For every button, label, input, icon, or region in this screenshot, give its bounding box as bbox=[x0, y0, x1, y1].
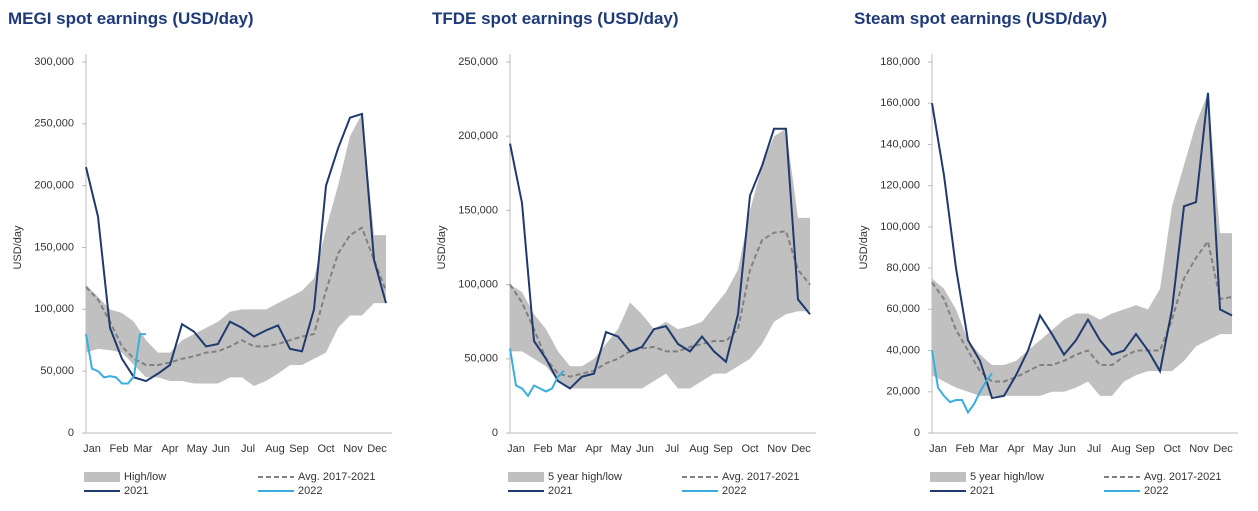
y-tick-label: 200,000 bbox=[458, 130, 498, 142]
legend-label: High/low bbox=[124, 471, 166, 483]
x-tick-label: May bbox=[1033, 443, 1054, 455]
y-tick-label: 140,000 bbox=[880, 138, 920, 150]
x-tick-label: May bbox=[611, 443, 632, 455]
legend-label: 2021 bbox=[124, 485, 148, 497]
legend-label: 2022 bbox=[1144, 485, 1168, 497]
y-tick-label: 0 bbox=[492, 427, 498, 439]
x-tick-label: Dec bbox=[367, 443, 387, 455]
y-tick-label: 50,000 bbox=[40, 365, 74, 377]
y-tick-label: 150,000 bbox=[458, 204, 498, 216]
x-tick-label: Jul bbox=[1087, 443, 1101, 455]
series-line bbox=[931, 92, 1233, 400]
x-tick-label: Sep bbox=[713, 443, 733, 455]
y-tick-label: 0 bbox=[68, 427, 74, 439]
series-line bbox=[931, 238, 1233, 383]
y-tick-label: 300,000 bbox=[34, 56, 74, 68]
legend-label: 5 year high/low bbox=[548, 471, 622, 483]
y-tick-label: 120,000 bbox=[880, 180, 920, 192]
x-tick-label: Jan bbox=[929, 443, 947, 455]
y-tick-label: 200,000 bbox=[34, 180, 74, 192]
x-tick-label: Jun bbox=[212, 443, 230, 455]
y-axis-label: USD/day bbox=[436, 225, 448, 270]
x-tick-label: May bbox=[187, 443, 208, 455]
y-tick-label: 80,000 bbox=[886, 262, 920, 274]
legend-label: 2021 bbox=[548, 485, 572, 497]
high-low-band bbox=[932, 92, 1232, 396]
series-line bbox=[509, 348, 565, 398]
x-tick-label: Jan bbox=[83, 443, 101, 455]
y-axis-label: USD/day bbox=[858, 225, 870, 270]
y-tick-label: 100,000 bbox=[458, 279, 498, 291]
legend-label: 5 year high/low bbox=[970, 471, 1044, 483]
x-tick-label: Dec bbox=[791, 443, 811, 455]
legend-swatch bbox=[930, 472, 966, 482]
series-line bbox=[509, 230, 811, 378]
series-line bbox=[85, 333, 146, 385]
y-tick-label: 100,000 bbox=[34, 303, 74, 315]
x-tick-label: Jul bbox=[665, 443, 679, 455]
chart-title: TFDE spot earnings (USD/day) bbox=[432, 9, 679, 28]
y-tick-label: 160,000 bbox=[880, 97, 920, 109]
x-tick-label: Nov bbox=[1189, 443, 1209, 455]
x-tick-label: Oct bbox=[317, 443, 334, 455]
x-tick-label: Feb bbox=[956, 443, 975, 455]
chart-title: Steam spot earnings (USD/day) bbox=[854, 9, 1107, 28]
x-tick-label: Apr bbox=[1007, 443, 1024, 455]
legend-label: Avg. 2017-2021 bbox=[298, 471, 375, 483]
x-tick-label: Feb bbox=[534, 443, 553, 455]
legend-label: Avg. 2017-2021 bbox=[722, 471, 799, 483]
legend-label: 2022 bbox=[722, 485, 746, 497]
x-tick-label: Aug bbox=[265, 443, 285, 455]
y-tick-label: 20,000 bbox=[886, 386, 920, 398]
legend-swatch bbox=[84, 472, 120, 482]
x-tick-label: Apr bbox=[585, 443, 602, 455]
y-tick-label: 40,000 bbox=[886, 344, 920, 356]
x-tick-label: Feb bbox=[110, 443, 129, 455]
y-tick-label: 150,000 bbox=[34, 241, 74, 253]
x-tick-label: Jun bbox=[636, 443, 654, 455]
y-tick-label: 250,000 bbox=[34, 118, 74, 130]
x-tick-label: Jan bbox=[507, 443, 525, 455]
legend-label: 2021 bbox=[970, 485, 994, 497]
chart-title: MEGI spot earnings (USD/day) bbox=[8, 9, 254, 28]
x-tick-label: Mar bbox=[558, 443, 577, 455]
y-tick-label: 0 bbox=[914, 427, 920, 439]
legend-swatch bbox=[508, 472, 544, 482]
x-tick-label: Aug bbox=[689, 443, 709, 455]
x-tick-label: Dec bbox=[1213, 443, 1233, 455]
x-tick-label: Nov bbox=[767, 443, 787, 455]
x-tick-label: Sep bbox=[1135, 443, 1155, 455]
x-tick-label: Apr bbox=[161, 443, 178, 455]
series-line bbox=[85, 112, 387, 383]
y-tick-label: 50,000 bbox=[464, 353, 498, 365]
x-tick-label: Sep bbox=[289, 443, 309, 455]
x-tick-label: Oct bbox=[741, 443, 758, 455]
x-tick-label: Nov bbox=[343, 443, 363, 455]
y-tick-label: 100,000 bbox=[880, 221, 920, 233]
series-line bbox=[931, 350, 993, 415]
y-tick-label: 250,000 bbox=[458, 56, 498, 68]
x-tick-label: Oct bbox=[1163, 443, 1180, 455]
x-tick-label: Mar bbox=[980, 443, 999, 455]
x-tick-label: Aug bbox=[1111, 443, 1131, 455]
x-tick-label: Jun bbox=[1058, 443, 1076, 455]
x-tick-label: Jul bbox=[241, 443, 255, 455]
y-tick-label: 180,000 bbox=[880, 56, 920, 68]
legend-label: Avg. 2017-2021 bbox=[1144, 471, 1221, 483]
series-line bbox=[509, 127, 811, 390]
y-tick-label: 60,000 bbox=[886, 303, 920, 315]
x-tick-label: Mar bbox=[134, 443, 153, 455]
y-axis-label: USD/day bbox=[12, 225, 24, 270]
legend-label: 2022 bbox=[298, 485, 322, 497]
